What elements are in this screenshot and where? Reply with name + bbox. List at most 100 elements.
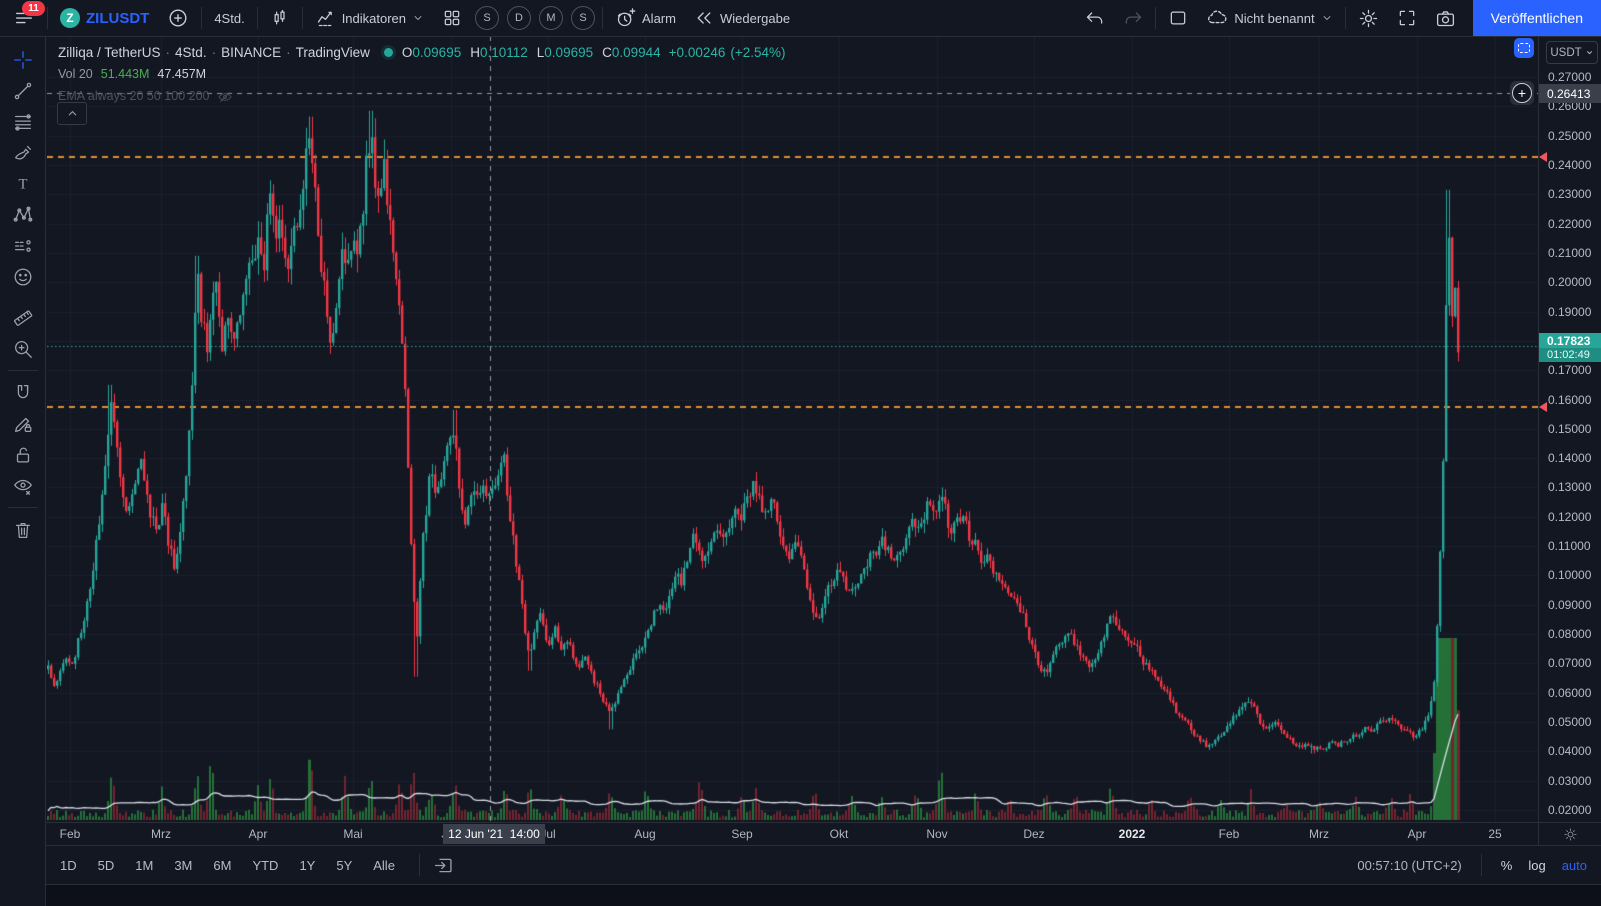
divider xyxy=(602,7,604,29)
indicators-button[interactable]: Indikatoren xyxy=(306,0,433,36)
legend-volume-row[interactable]: Vol 20 51.443M 47.457M xyxy=(58,64,786,85)
price-tick-label: 0.27000 xyxy=(1548,70,1592,84)
divider xyxy=(256,7,258,29)
trend-line-tool-icon[interactable] xyxy=(6,75,40,106)
quick-interval-s[interactable]: S xyxy=(571,6,596,30)
rewind-icon xyxy=(697,12,711,24)
remove-objects-tool-icon[interactable] xyxy=(6,514,40,545)
cloud-icon xyxy=(1208,10,1227,24)
volume-ma1-value: 51.443M xyxy=(100,67,150,81)
range-selector: 1D 5D 1M 3M 6M YTD 1Y 5Y Alle xyxy=(60,858,416,873)
eye-slash-icon[interactable] xyxy=(217,89,233,105)
layout-grid-button[interactable] xyxy=(433,0,471,36)
hamburger-menu-button[interactable]: 11 xyxy=(4,0,45,36)
emoji-tool-icon[interactable] xyxy=(6,261,40,292)
log-scale-toggle[interactable]: log xyxy=(1528,857,1546,873)
legend-ema-row[interactable]: EMA always 20 50 100 200 xyxy=(58,86,786,107)
auto-scale-toggle[interactable]: auto xyxy=(1561,857,1587,873)
replay-button[interactable]: Wiedergabe xyxy=(685,0,799,36)
top-toolbar: 11 Z ZILUSDT 4Std. Indikatoren xyxy=(0,0,1601,37)
crosshair-tool-icon[interactable] xyxy=(6,44,40,75)
range-1y[interactable]: 1Y xyxy=(299,857,316,873)
drawing-lock-tool-icon[interactable] xyxy=(6,408,40,439)
layout-sync-icon[interactable] xyxy=(1514,38,1534,58)
lock-all-tool-icon[interactable] xyxy=(6,439,40,470)
price-tick-label: 0.03000 xyxy=(1548,773,1592,788)
compare-add-button[interactable] xyxy=(158,0,198,36)
range-5d[interactable]: 5D xyxy=(97,857,115,873)
price-tick-label: 0.07000 xyxy=(1548,656,1592,671)
layout-select-button[interactable] xyxy=(1159,0,1197,36)
chart-style-button[interactable] xyxy=(261,0,299,36)
time-tick-label: Aug xyxy=(634,827,656,841)
quick-interval-d[interactable]: D xyxy=(507,6,532,30)
zoom-in-tool-icon[interactable] xyxy=(6,333,40,364)
divider xyxy=(1155,7,1157,29)
bottom-strip xyxy=(0,884,1601,906)
crosshair-time-label: 12 Jun '21 14:00 xyxy=(443,824,545,844)
price-axis[interactable]: USDT 0.27000 0.26000 0.25000 0.24000 0.23000… xyxy=(1538,36,1601,822)
brush-tool-icon[interactable] xyxy=(6,137,40,168)
time-tick-label: Nov xyxy=(926,827,948,841)
legend-platform: TradingView xyxy=(295,45,370,60)
add-alert-plus-button[interactable]: + xyxy=(1510,81,1534,105)
alert-marker-upper[interactable] xyxy=(1539,152,1547,162)
price-tick-label: 0.11000 xyxy=(1548,539,1591,554)
redo-button[interactable] xyxy=(1114,0,1152,36)
legend-interval: 4Std. xyxy=(175,45,207,60)
plus-circle-icon xyxy=(169,9,187,27)
screenshot-button[interactable] xyxy=(1426,0,1465,36)
hide-drawings-tool-icon[interactable] xyxy=(6,470,40,501)
market-status-dot[interactable] xyxy=(383,48,393,57)
magnet-tool-icon[interactable] xyxy=(6,377,40,408)
forecast-tool-icon[interactable] xyxy=(6,230,40,261)
undo-button[interactable] xyxy=(1076,0,1114,36)
publish-button[interactable]: Veröffentlichen xyxy=(1472,0,1601,36)
high-value: 0.10112 xyxy=(479,45,528,60)
interval-label: 4Std. xyxy=(214,10,245,26)
range-3m[interactable]: 3M xyxy=(174,857,193,873)
xabcd-pattern-tool-icon[interactable] xyxy=(6,199,40,230)
volume-ma2-value: 47.457M xyxy=(157,67,207,81)
range-1m[interactable]: 1M xyxy=(135,857,154,873)
settings-button[interactable] xyxy=(1349,0,1388,36)
notification-badge: 11 xyxy=(22,1,45,16)
range-1d[interactable]: 1D xyxy=(60,857,77,873)
fib-retracement-tool-icon[interactable] xyxy=(6,106,40,137)
alarm-label: Alarm xyxy=(642,10,676,26)
close-value: 0.09944 xyxy=(611,45,661,60)
close-label: C xyxy=(602,45,612,60)
text-tool-icon[interactable]: T xyxy=(6,168,40,199)
quick-interval-s[interactable]: S xyxy=(475,6,500,30)
goto-date-button[interactable] xyxy=(433,855,454,876)
range-alle[interactable]: Alle xyxy=(373,857,395,873)
price-tick-label: 0.09000 xyxy=(1548,597,1592,612)
fullscreen-button[interactable] xyxy=(1388,0,1426,36)
clock[interactable]: 00:57:10 (UTC+2) xyxy=(1357,857,1462,873)
price-tick-label: 0.19000 xyxy=(1548,304,1592,319)
time-axis[interactable]: FebMrzAprMaiJunJulAugSepOktNovDez2022Feb… xyxy=(46,822,1601,846)
range-6m[interactable]: 6M xyxy=(213,857,232,873)
ema-indicator-title: EMA always 20 50 100 200 xyxy=(58,89,210,103)
chart-canvas[interactable] xyxy=(47,36,1538,822)
symbol-button[interactable]: Z ZILUSDT xyxy=(51,0,158,36)
crosshair-price-label: 0.26413 xyxy=(1539,84,1601,103)
axis-settings-corner[interactable] xyxy=(1538,823,1601,846)
change-percent: (+2.54%) xyxy=(730,45,786,60)
alarm-clock-icon xyxy=(617,7,636,26)
ruler-tool-icon[interactable] xyxy=(6,302,40,333)
chart-legend: Zilliqa / TetherUS · 4Std. · BINANCE · T… xyxy=(58,42,786,107)
alert-marker-lower[interactable] xyxy=(1539,402,1547,412)
currency-toggle-button[interactable]: USDT xyxy=(1546,41,1598,64)
legend-title-row[interactable]: Zilliqa / TetherUS · 4Std. · BINANCE · T… xyxy=(58,42,786,63)
open-value: 0.09695 xyxy=(412,45,462,60)
percent-scale-toggle[interactable]: % xyxy=(1500,857,1513,873)
save-layout-button[interactable]: Nicht benannt xyxy=(1197,0,1341,36)
range-ytd[interactable]: YTD xyxy=(252,857,279,873)
alarm-button[interactable]: Alarm xyxy=(606,0,685,36)
low-value: 0.09695 xyxy=(544,45,594,60)
interval-button[interactable]: 4Std. xyxy=(205,0,253,36)
legend-collapse-button[interactable] xyxy=(57,102,87,125)
range-5y[interactable]: 5Y xyxy=(336,857,353,873)
quick-interval-m[interactable]: M xyxy=(539,6,564,30)
